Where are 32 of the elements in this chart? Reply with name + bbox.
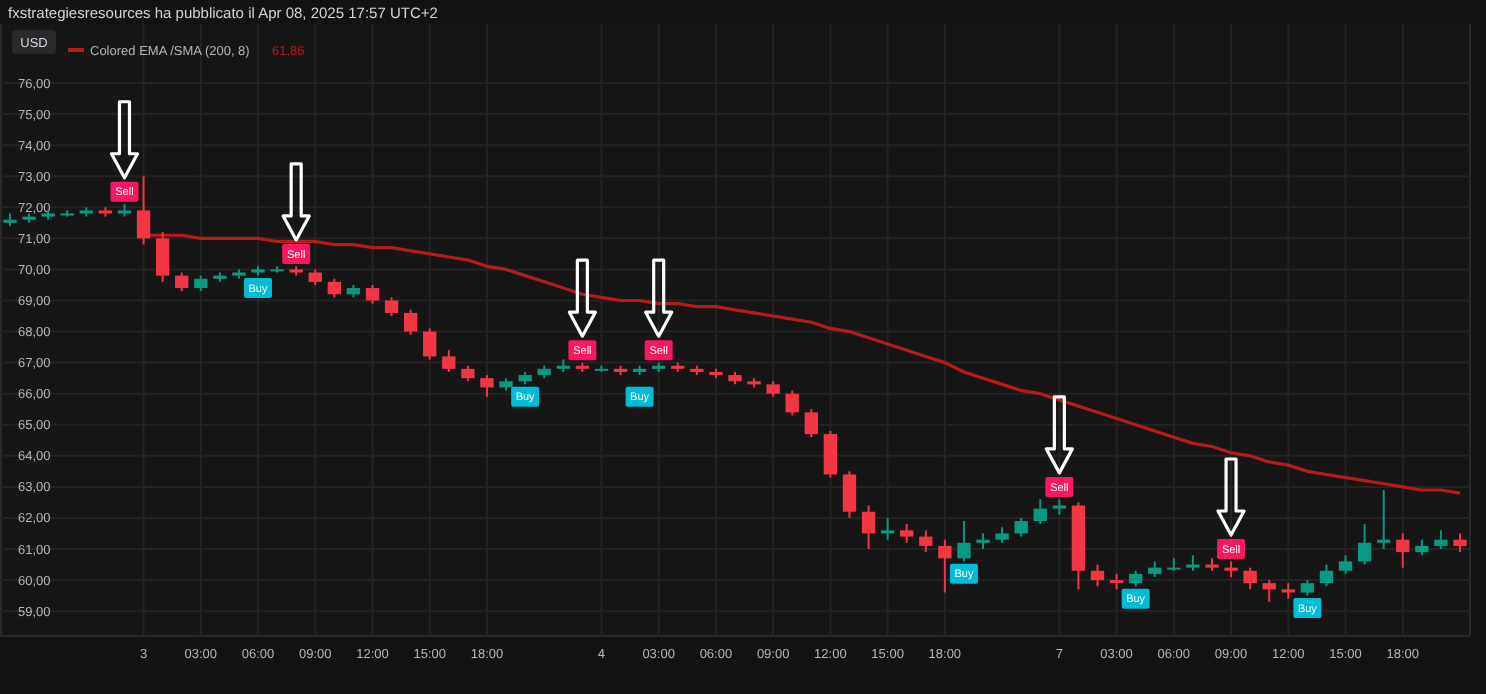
- candlestick: [480, 374, 494, 398]
- candlestick: [1262, 579, 1276, 603]
- candlestick: [423, 327, 437, 361]
- candlestick: [136, 175, 151, 246]
- candlestick: [1014, 516, 1028, 538]
- candlestick: [804, 408, 818, 439]
- candlestick: [919, 529, 933, 554]
- candlestick: [1453, 532, 1467, 554]
- candlestick: [1434, 529, 1448, 551]
- candlestick: [442, 349, 456, 373]
- candlestick: [1033, 498, 1047, 526]
- candlestick: [900, 523, 914, 544]
- candlestick: [785, 389, 799, 417]
- candlestick: [403, 308, 418, 336]
- candlestick: [1357, 523, 1372, 566]
- candlestick: [842, 470, 857, 519]
- candlestick: [1319, 563, 1334, 588]
- candlestick: [175, 271, 189, 293]
- candlestick: [957, 520, 971, 563]
- candlestick: [861, 504, 876, 551]
- candlestick: [1243, 566, 1257, 591]
- candlestick: [327, 277, 342, 299]
- candlestick: [1377, 488, 1391, 551]
- candlestick: [823, 429, 838, 479]
- candlestick: [155, 231, 170, 283]
- candlestick: [1090, 563, 1105, 588]
- candlestick: [880, 516, 895, 541]
- candlestick: [365, 283, 380, 305]
- candlestick: [384, 296, 399, 318]
- candlestick: [1338, 554, 1353, 575]
- candlestick: [1396, 532, 1410, 569]
- candlestick: [938, 538, 952, 594]
